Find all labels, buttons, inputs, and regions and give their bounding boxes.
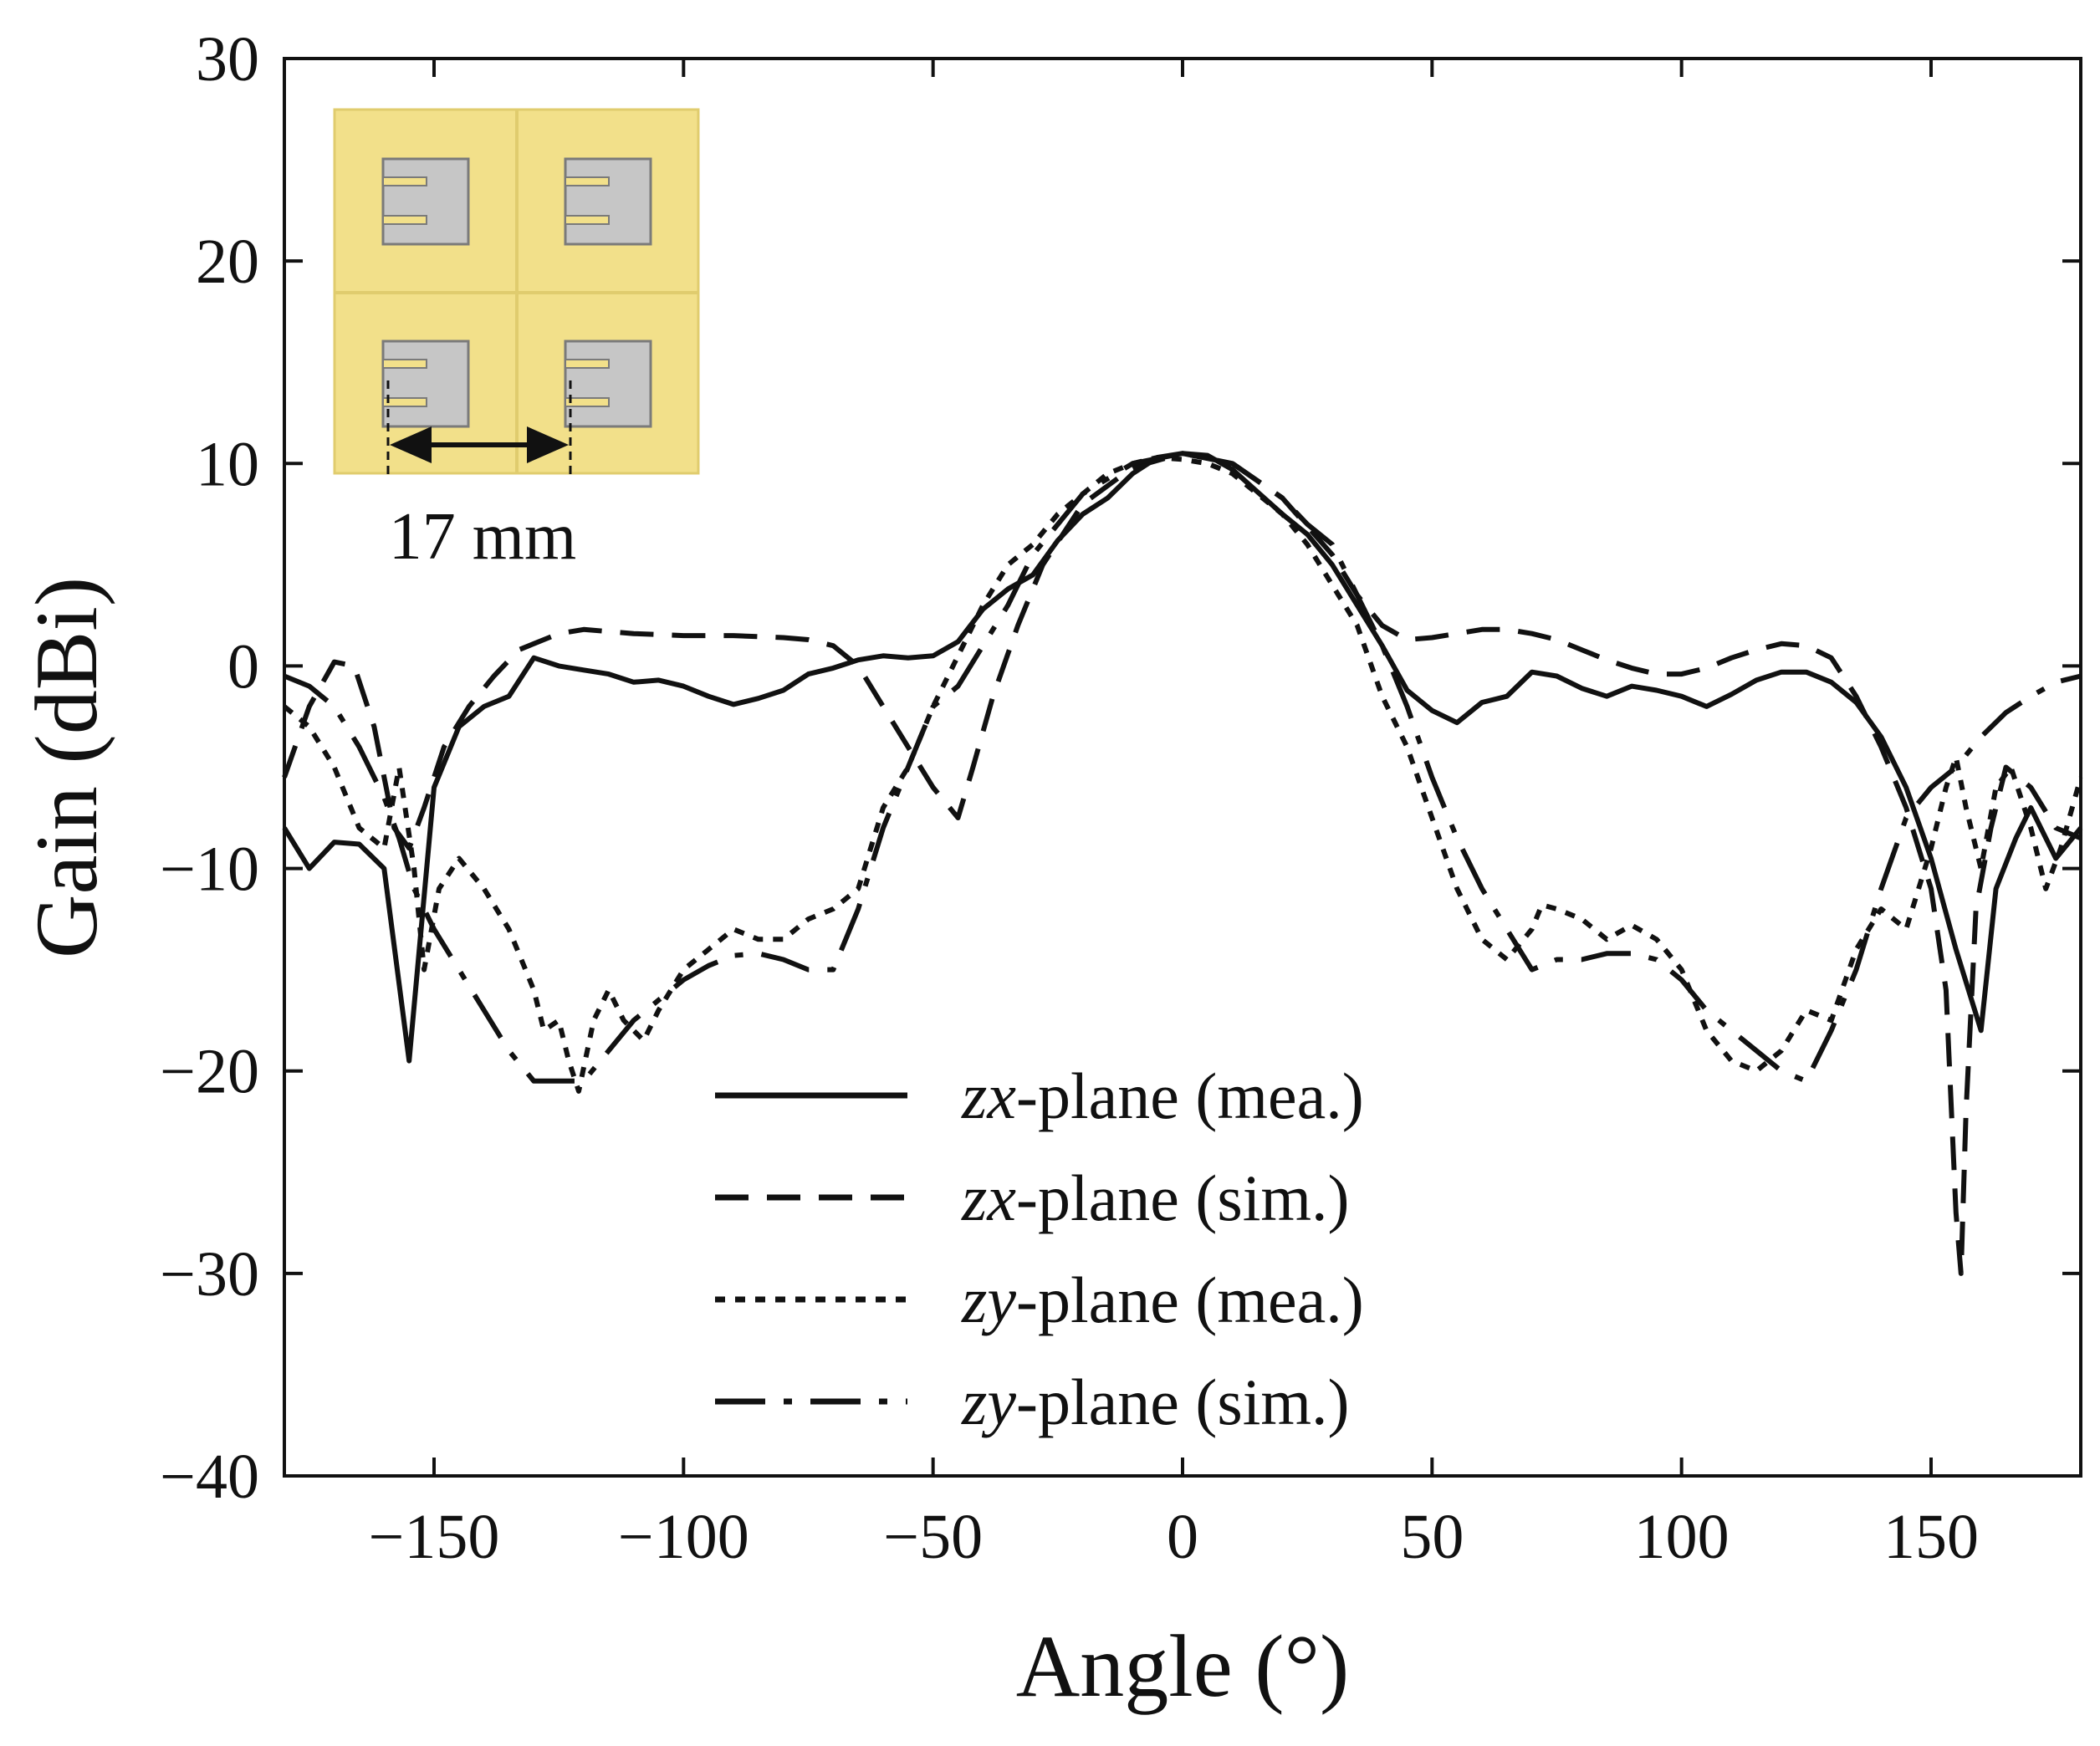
x-tick-label: −150 — [369, 1502, 500, 1572]
x-axis-ticks: −150 −100 −50 0 50 100 150 — [369, 59, 1979, 1572]
legend-label-plane: zx — [961, 1161, 1016, 1234]
inset-patch — [381, 340, 470, 428]
legend-label-plane: zy — [961, 1366, 1016, 1438]
series-layer — [282, 451, 2083, 1276]
legend-label-suffix: -plane (mea.) — [1016, 1264, 1364, 1336]
series-line-zy-sim — [283, 451, 2082, 1084]
legend-label-plane: zy — [961, 1264, 1016, 1336]
y-tick-label: −20 — [160, 1037, 259, 1107]
legend-label-plane: zx — [961, 1059, 1016, 1132]
inset-arrowhead-right — [527, 426, 569, 463]
y-tick-label: −10 — [160, 835, 259, 905]
y-tick-label: 10 — [196, 429, 259, 499]
x-tick-label: 0 — [1167, 1502, 1198, 1572]
inset-arrowhead-left — [390, 426, 432, 463]
y-tick-label: 20 — [196, 227, 259, 297]
y-tick-label: −30 — [160, 1239, 259, 1310]
series-line-zy-mea — [283, 455, 2083, 1094]
y-axis-title: Gain (dBi) — [18, 577, 115, 958]
y-tick-label: −40 — [160, 1442, 259, 1512]
inset-dimension-label: 17 mm — [389, 500, 576, 574]
x-tick-label: 50 — [1400, 1502, 1464, 1572]
y-tick-label: 30 — [196, 24, 259, 94]
inset-antenna-array: 17 mm — [333, 108, 700, 574]
y-tick-label: 0 — [227, 631, 259, 702]
x-tick-label: −50 — [883, 1502, 983, 1572]
inset-patch — [564, 157, 652, 246]
x-axis-title: Angle (°) — [1016, 1617, 1350, 1715]
legend-label: zx-plane (sim.) — [961, 1161, 1350, 1234]
inset-patch — [381, 157, 470, 246]
x-tick-label: 100 — [1634, 1502, 1730, 1572]
x-tick-label: 150 — [1883, 1502, 1979, 1572]
legend-label-suffix: -plane (sim.) — [1016, 1366, 1350, 1438]
legend: zx-plane (mea.)zx-plane (sim.)zy-plane (… — [715, 1059, 1364, 1438]
legend-label-suffix: -plane (mea.) — [1016, 1059, 1364, 1132]
inset-patch — [564, 340, 652, 428]
legend-label: zx-plane (mea.) — [961, 1059, 1364, 1132]
legend-label: zy-plane (sim.) — [961, 1366, 1350, 1438]
series-line-zx-sim — [282, 451, 2082, 1276]
x-tick-label: −100 — [618, 1502, 749, 1572]
y-axis-ticks: −40 −30 −20 −10 0 10 20 30 — [160, 24, 2081, 1512]
legend-label: zy-plane (mea.) — [961, 1264, 1364, 1336]
legend-label-suffix: -plane (sim.) — [1016, 1161, 1350, 1234]
